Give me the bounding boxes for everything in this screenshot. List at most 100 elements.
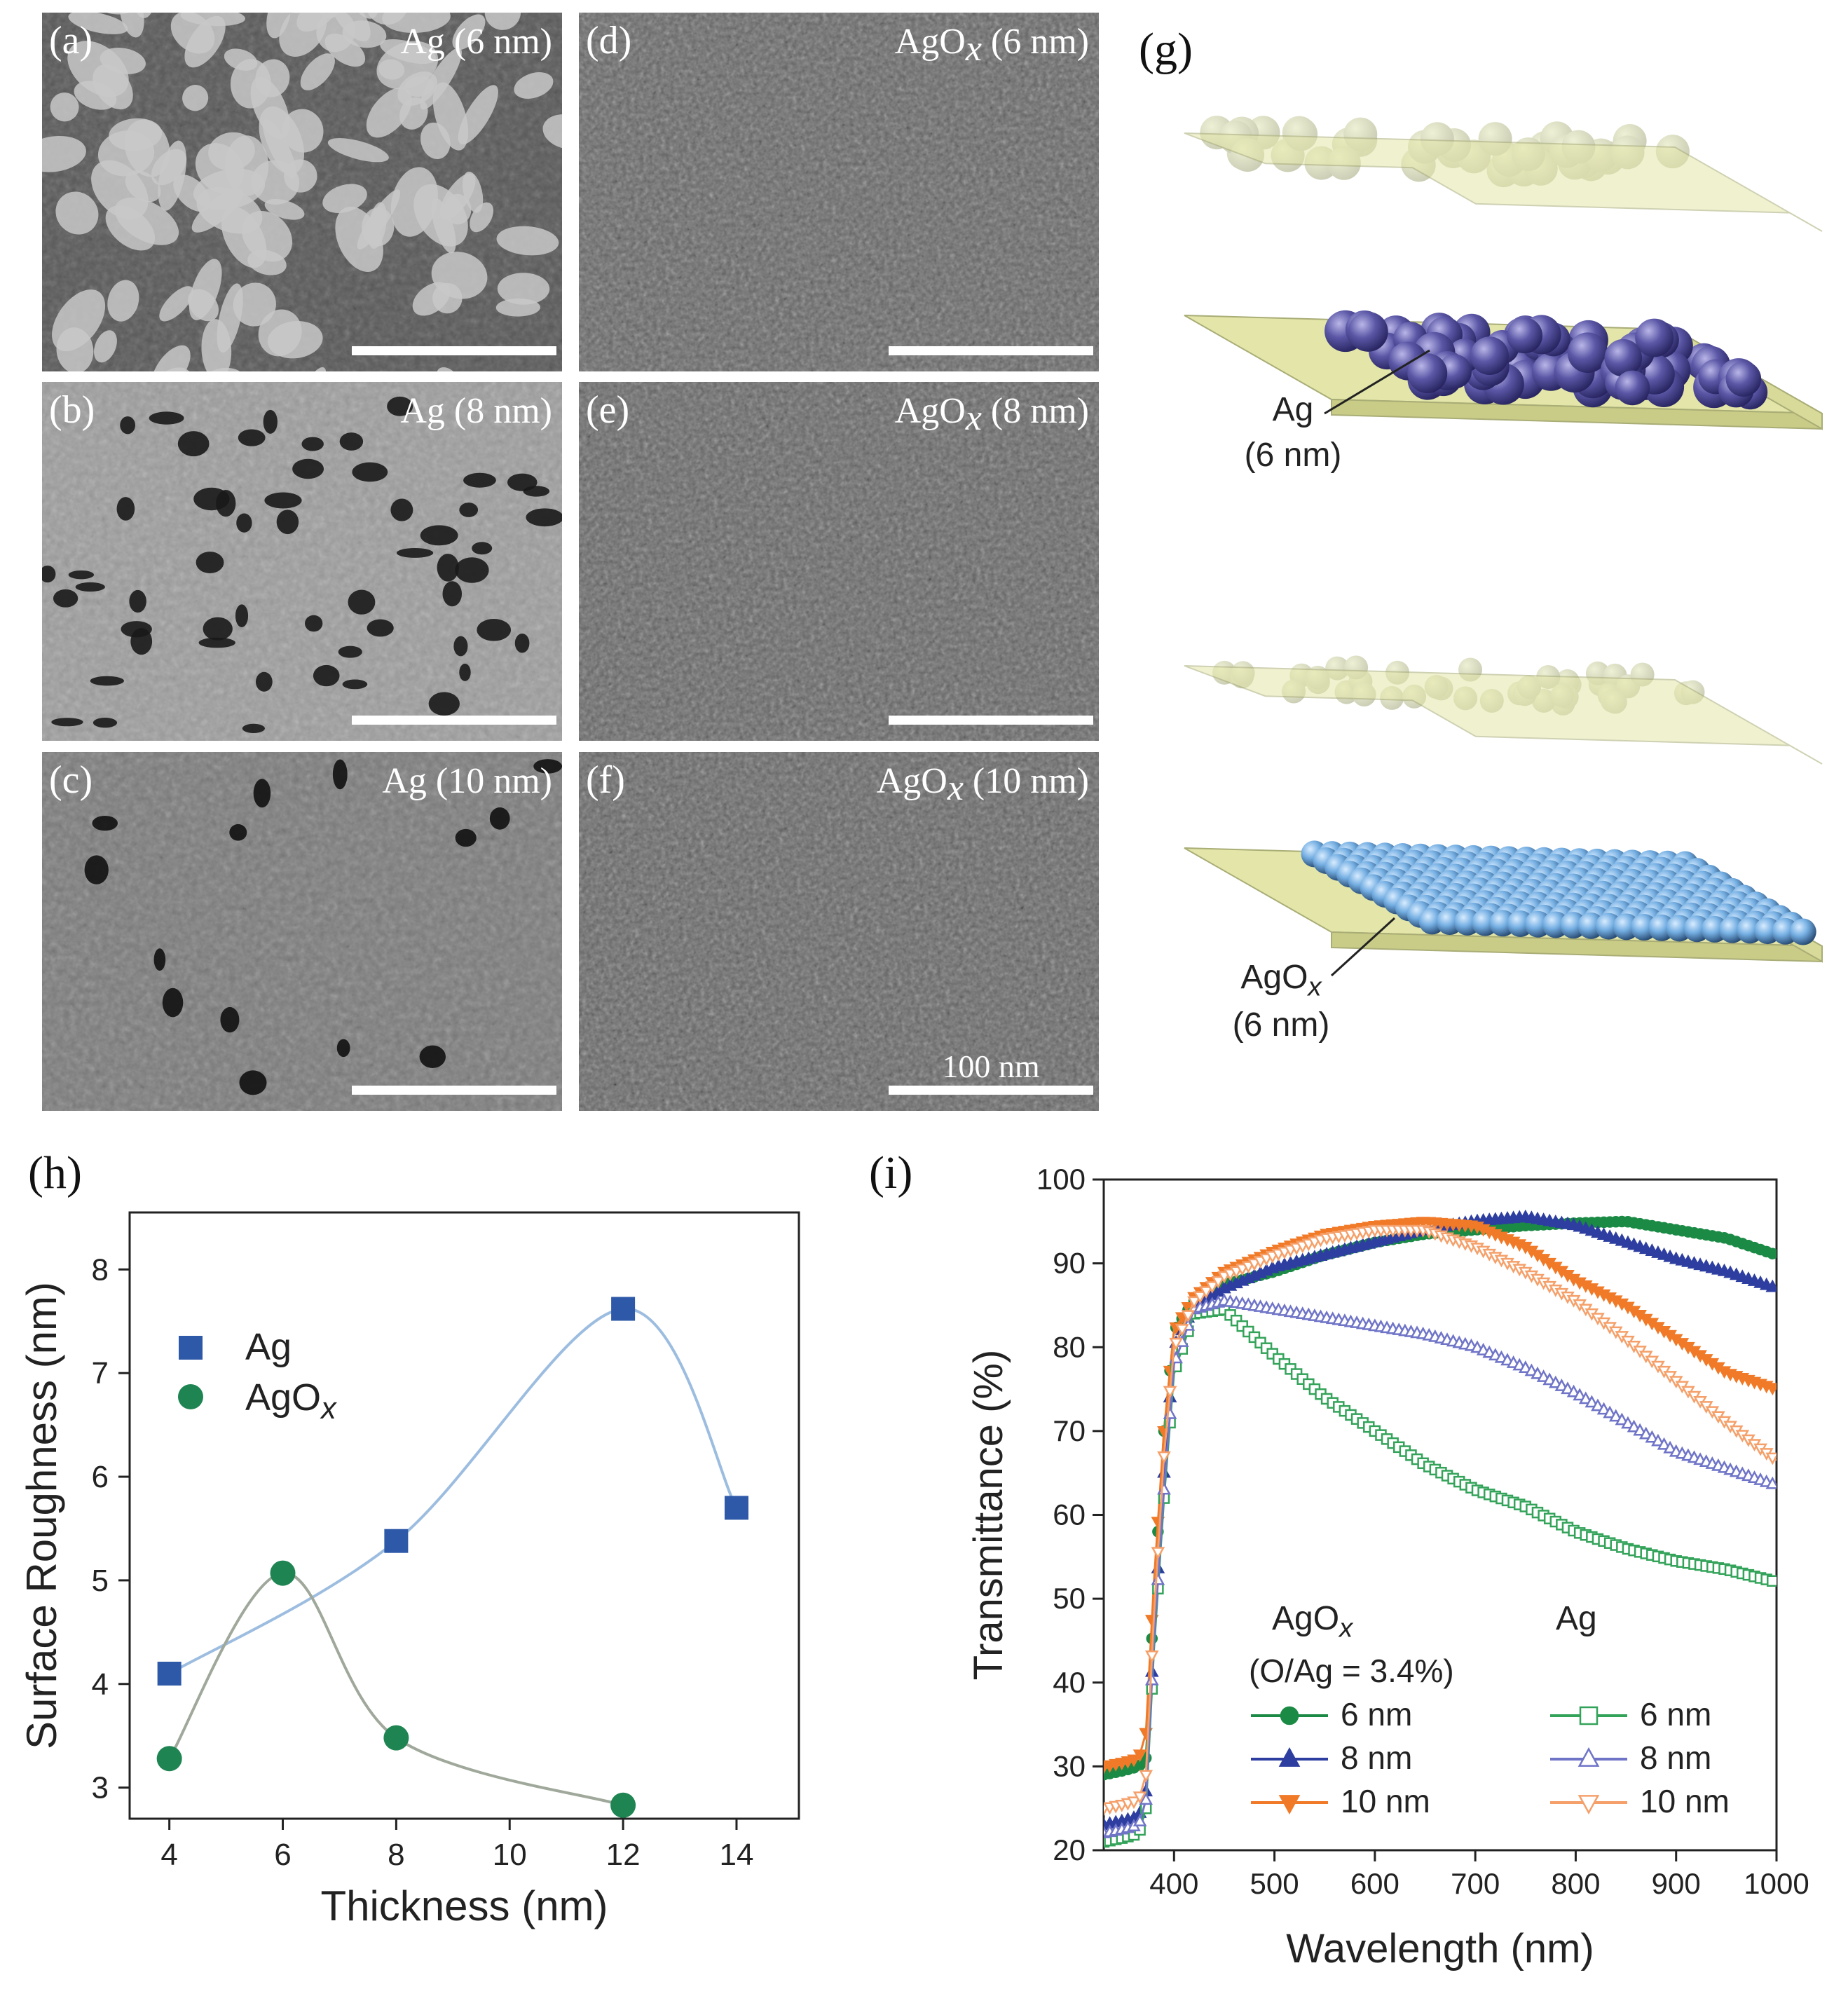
panel-letter: (f) — [586, 758, 625, 802]
x-tick-label: 14 — [719, 1838, 753, 1872]
data-point — [1132, 1791, 1147, 1805]
data-point — [1765, 1452, 1777, 1465]
plot-area — [1104, 1209, 1777, 1848]
data-point — [1579, 1706, 1599, 1725]
sem-texture — [579, 382, 1099, 741]
sem-panel-f: (f) AgOx (10 nm) 100 nm — [579, 752, 1099, 1111]
x-tick-label: 4 — [160, 1838, 177, 1872]
data-point — [1181, 1310, 1196, 1323]
data-point — [1608, 1409, 1623, 1422]
legend-item-ag-6nm: 6 nm — [1550, 1696, 1711, 1732]
top-plate — [1184, 132, 1823, 232]
plot-frame — [128, 1211, 800, 1820]
data-point — [1765, 1383, 1777, 1396]
data-point — [1211, 1276, 1226, 1289]
x-axis-label: Wavelength (nm) — [1286, 1926, 1594, 1971]
data-point — [1627, 1419, 1641, 1433]
panel-label: AgOx (6 nm) — [895, 22, 1089, 69]
y-tick-label: 70 — [1053, 1414, 1086, 1447]
scale-bar — [352, 346, 556, 355]
schematic-bottom: AgOx (6 nm) — [1184, 655, 1823, 1044]
legend-group-ag-title: Ag — [1556, 1600, 1597, 1637]
y-axis-label: Transmittance (%) — [966, 1350, 1011, 1681]
schematic-bottom-thickness: (6 nm) — [1233, 1006, 1330, 1044]
sem-panel-b: (b) Ag (8 nm) — [42, 382, 562, 741]
panel-letter: (e) — [586, 388, 629, 432]
data-point — [1187, 1296, 1201, 1309]
legend-label: 6 nm — [1341, 1696, 1412, 1732]
scale-bar — [352, 1086, 556, 1095]
data-point — [1278, 1747, 1301, 1767]
legend-label: 6 nm — [1640, 1696, 1711, 1732]
legend-marker-agox — [178, 1384, 203, 1409]
x-tick-label: 700 — [1451, 1867, 1500, 1900]
x-tick-label: 900 — [1652, 1867, 1701, 1900]
scale-bar — [889, 346, 1093, 355]
y-tick-label: 90 — [1053, 1247, 1086, 1280]
x-tick-label: 400 — [1149, 1867, 1198, 1900]
data-point — [1144, 1672, 1159, 1686]
data-point — [1157, 1451, 1171, 1464]
y-tick-label: 80 — [1053, 1330, 1086, 1363]
data-point — [611, 1297, 636, 1321]
data-point — [270, 1560, 296, 1586]
panel-letter: (a) — [49, 19, 93, 62]
data-point — [1280, 1706, 1299, 1725]
data-point — [157, 1661, 182, 1686]
data-point — [1199, 1286, 1213, 1299]
data-point — [1765, 1279, 1777, 1292]
panel-letter: (b) — [49, 388, 95, 432]
legend-item-ago-6nm: 6 nm — [1251, 1696, 1412, 1732]
x-tick-label: 1000 — [1744, 1867, 1809, 1900]
panel-label: Ag (10 nm) — [382, 761, 552, 801]
legend: AgOx (O/Ag = 3.4%) Ag 6 nm 8 nm 10 nm 6 nm 8 nm… — [1249, 1600, 1730, 1819]
panel-letter-i: (i) — [869, 1147, 912, 1198]
schematic-top-material: Ag — [1273, 391, 1314, 428]
legend-label: 10 nm — [1640, 1783, 1730, 1819]
x-axis-label: Thickness (nm) — [320, 1882, 608, 1929]
data-point — [1585, 1395, 1599, 1408]
panel-letter-g: (g) — [1139, 24, 1193, 75]
data-point — [1651, 1433, 1665, 1447]
y-tick-label: 8 — [92, 1252, 109, 1287]
data-point — [1132, 1749, 1147, 1763]
schematic-g: (g) Ag (6 nm) AgOx (6 nm) — [1139, 24, 1823, 1044]
data-point — [383, 1725, 409, 1751]
data-point — [1175, 1324, 1189, 1337]
data-point — [1577, 1747, 1600, 1767]
data-point — [384, 1529, 409, 1553]
data-point — [1151, 1547, 1165, 1560]
series-agox — [156, 1560, 636, 1818]
y-tick-label: 3 — [92, 1771, 109, 1805]
panel-letter: (d) — [586, 19, 631, 62]
y-tick-label: 4 — [92, 1667, 109, 1702]
x-tick-label: 6 — [274, 1838, 291, 1872]
y-tick-label: 30 — [1053, 1749, 1086, 1782]
ag-particles — [1325, 310, 1768, 410]
legend-group-agox-title: AgOx — [1272, 1600, 1354, 1643]
series-ag-10nm — [1104, 1224, 1777, 1817]
y-tick-label: 5 — [92, 1564, 109, 1598]
data-point — [1566, 1384, 1581, 1397]
sem-panel-d: (d) AgOx (6 nm) — [579, 13, 1099, 371]
scale-bar — [889, 716, 1093, 725]
data-point — [1578, 1391, 1593, 1404]
data-point — [1193, 1291, 1207, 1304]
scale-bar-label: 100 nm — [942, 1048, 1040, 1084]
data-point — [1205, 1281, 1219, 1294]
data-point — [1127, 1796, 1141, 1810]
legend-group-agox-note: (O/Ag = 3.4%) — [1249, 1653, 1454, 1689]
legend-item-ago-8nm: 8 nm — [1251, 1739, 1412, 1776]
scale-bar — [889, 1086, 1093, 1095]
chart-i: (i) 400 500 600 700 800 900 1000 20 30 40 50 60 70 80 9… — [869, 1147, 1809, 1971]
sem-texture — [579, 13, 1099, 371]
y-tick-label: 50 — [1053, 1582, 1086, 1615]
data-point — [1144, 1650, 1159, 1663]
y-tick-label: 60 — [1053, 1498, 1086, 1531]
legend-item-ago-10nm: 10 nm — [1251, 1783, 1430, 1819]
legend: Ag AgOx — [178, 1326, 337, 1426]
data-point — [1577, 1795, 1600, 1814]
fit-curve — [167, 1571, 624, 1807]
legend-label-ag: Ag — [245, 1326, 292, 1368]
legend-item-ag-10nm: 10 nm — [1550, 1783, 1730, 1819]
